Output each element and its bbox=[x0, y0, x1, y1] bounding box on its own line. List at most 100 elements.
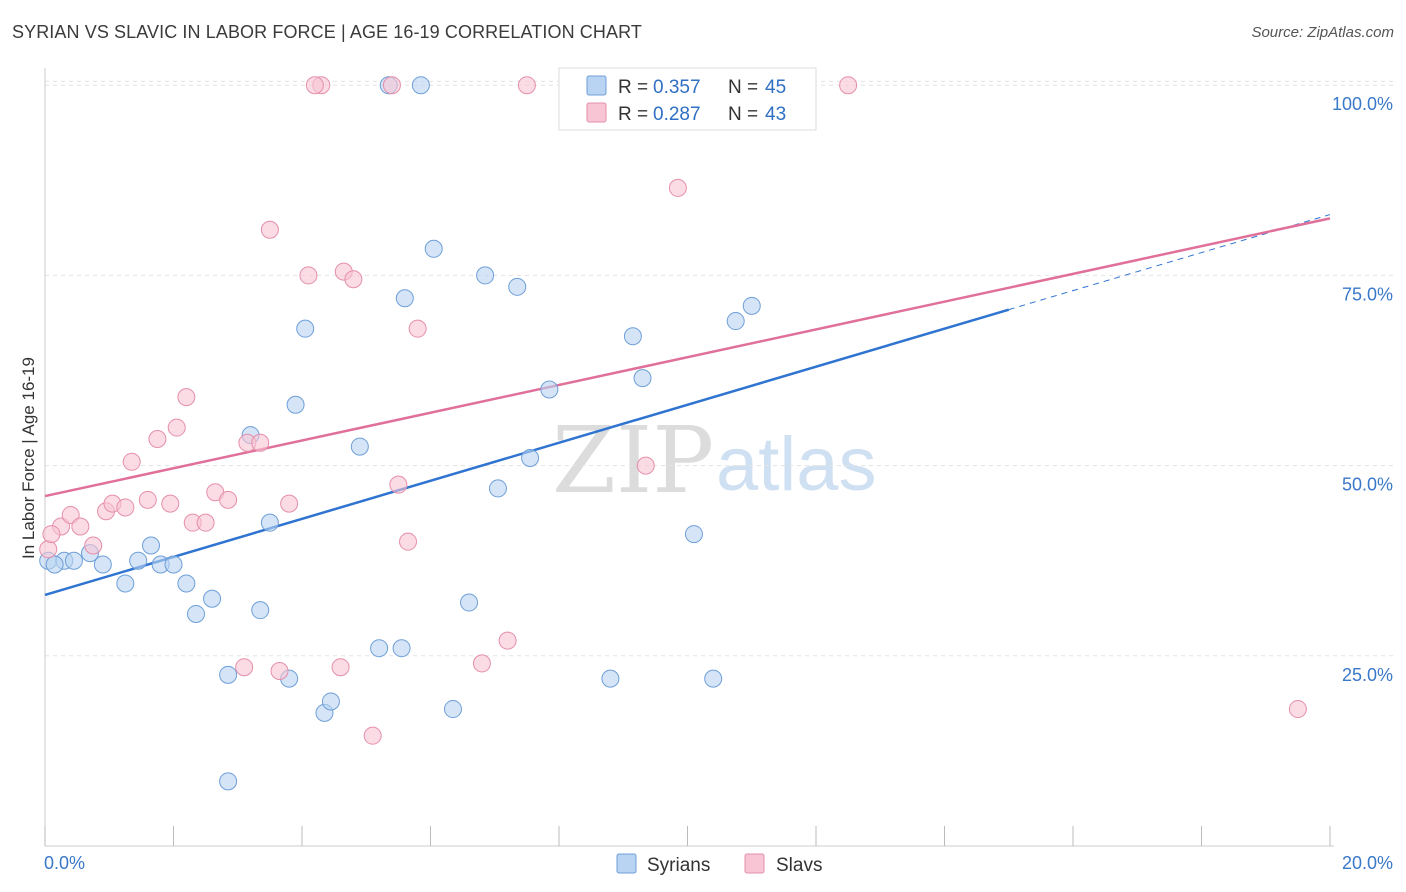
point-slavs bbox=[517, 76, 536, 95]
point-syrians bbox=[508, 277, 527, 296]
x-tick-label-max: 20.0% bbox=[1342, 853, 1393, 873]
point-syrians bbox=[370, 639, 389, 658]
point-syrians bbox=[684, 525, 703, 544]
point-syrians bbox=[488, 479, 507, 498]
point-slavs bbox=[472, 654, 491, 673]
series-legend: Syrians Slavs bbox=[616, 853, 822, 876]
point-syrians bbox=[704, 669, 723, 688]
point-slavs bbox=[668, 178, 687, 197]
bottom-legend-slavs: Slavs bbox=[776, 855, 822, 876]
bottom-legend-swatch-syrians bbox=[616, 853, 637, 874]
point-syrians bbox=[476, 266, 495, 285]
bottom-legend-syrians: Syrians bbox=[647, 855, 710, 876]
point-slavs bbox=[363, 726, 382, 745]
point-slavs bbox=[280, 494, 299, 513]
point-slavs bbox=[196, 513, 215, 532]
point-syrians bbox=[424, 239, 443, 258]
point-syrians bbox=[251, 601, 270, 620]
y-tick-label: 25.0% bbox=[1342, 665, 1393, 685]
bottom-legend-swatch-slavs bbox=[744, 853, 765, 874]
point-syrians bbox=[286, 395, 305, 414]
correlation-legend: R = 0.357 N = 45 R = 0.287 N = 43 bbox=[558, 67, 817, 131]
point-slavs bbox=[219, 490, 238, 509]
point-slavs bbox=[270, 662, 289, 681]
point-slavs bbox=[344, 270, 363, 289]
x-tick-label-min: 0.0% bbox=[44, 853, 85, 873]
point-syrians bbox=[321, 692, 340, 711]
watermark-zip: ZIP bbox=[552, 407, 714, 514]
point-syrians bbox=[540, 380, 559, 399]
point-syrians bbox=[395, 289, 414, 308]
point-slavs bbox=[251, 433, 270, 452]
point-slavs bbox=[71, 517, 90, 536]
legend-slavs-r-label: R = bbox=[618, 104, 648, 125]
point-slavs bbox=[161, 494, 180, 513]
point-syrians bbox=[142, 536, 161, 555]
point-syrians bbox=[742, 296, 761, 315]
point-syrians bbox=[64, 551, 83, 570]
point-slavs bbox=[260, 220, 279, 239]
y-tick-label: 75.0% bbox=[1342, 284, 1393, 304]
point-slavs bbox=[408, 319, 427, 338]
point-syrians bbox=[443, 700, 462, 719]
point-slavs bbox=[116, 498, 135, 517]
legend-swatch-syrians bbox=[586, 75, 607, 96]
point-slavs bbox=[235, 658, 254, 677]
point-slavs bbox=[636, 456, 655, 475]
point-slavs bbox=[389, 475, 408, 494]
point-syrians bbox=[633, 369, 652, 388]
point-syrians bbox=[116, 574, 135, 593]
point-syrians bbox=[260, 513, 279, 532]
point-slavs bbox=[84, 536, 103, 555]
point-syrians bbox=[392, 639, 411, 658]
point-syrians bbox=[623, 327, 642, 346]
y-axis-label: In Labor Force | Age 16-19 bbox=[19, 357, 38, 559]
point-syrians bbox=[219, 772, 238, 791]
point-syrians bbox=[219, 665, 238, 684]
point-slavs bbox=[148, 429, 167, 448]
point-slavs bbox=[177, 388, 196, 407]
point-syrians bbox=[296, 319, 315, 338]
point-slavs bbox=[138, 490, 157, 509]
point-syrians bbox=[411, 76, 430, 95]
point-slavs bbox=[42, 525, 61, 544]
chart-title: SYRIAN VS SLAVIC IN LABOR FORCE | AGE 16… bbox=[12, 22, 642, 42]
source-label: Source: ZipAtlas.com bbox=[1251, 24, 1394, 41]
point-slavs bbox=[399, 532, 418, 551]
point-syrians bbox=[203, 589, 222, 608]
point-syrians bbox=[177, 574, 196, 593]
point-slavs bbox=[331, 658, 350, 677]
axis-layer: 25.0% 50.0% 75.0% 100.0% bbox=[44, 68, 1393, 847]
point-slavs bbox=[305, 76, 324, 95]
legend-syrians-r-value: 0.357 bbox=[653, 77, 701, 98]
point-syrians bbox=[45, 555, 64, 574]
point-slavs bbox=[382, 76, 401, 95]
legend-syrians-n-value: 45 bbox=[765, 77, 786, 98]
point-syrians bbox=[521, 449, 540, 467]
point-slavs bbox=[299, 266, 318, 285]
grid-layer bbox=[45, 80, 1393, 657]
legend-syrians-n-label: N = bbox=[728, 77, 758, 98]
y-tick-label: 50.0% bbox=[1342, 475, 1393, 495]
point-syrians bbox=[460, 593, 479, 612]
points-layer bbox=[39, 76, 1307, 791]
point-syrians bbox=[601, 669, 620, 688]
point-slavs bbox=[122, 452, 141, 471]
y-tick-label: 100.0% bbox=[1332, 94, 1393, 114]
watermark-atlas: atlas bbox=[716, 422, 877, 507]
legend-syrians-r-label: R = bbox=[618, 77, 648, 98]
legend-swatch-slavs bbox=[586, 102, 607, 123]
point-slavs bbox=[839, 76, 858, 95]
point-syrians bbox=[93, 555, 112, 574]
legend-slavs-n-value: 43 bbox=[765, 104, 786, 125]
point-syrians bbox=[186, 604, 205, 623]
point-syrians bbox=[350, 437, 369, 456]
point-syrians bbox=[164, 555, 183, 574]
point-slavs bbox=[1288, 700, 1307, 719]
point-syrians bbox=[129, 551, 148, 570]
legend-slavs-n-label: N = bbox=[728, 104, 758, 125]
point-slavs bbox=[167, 418, 186, 437]
point-slavs bbox=[39, 540, 58, 559]
legend-slavs-r-value: 0.287 bbox=[653, 104, 701, 125]
